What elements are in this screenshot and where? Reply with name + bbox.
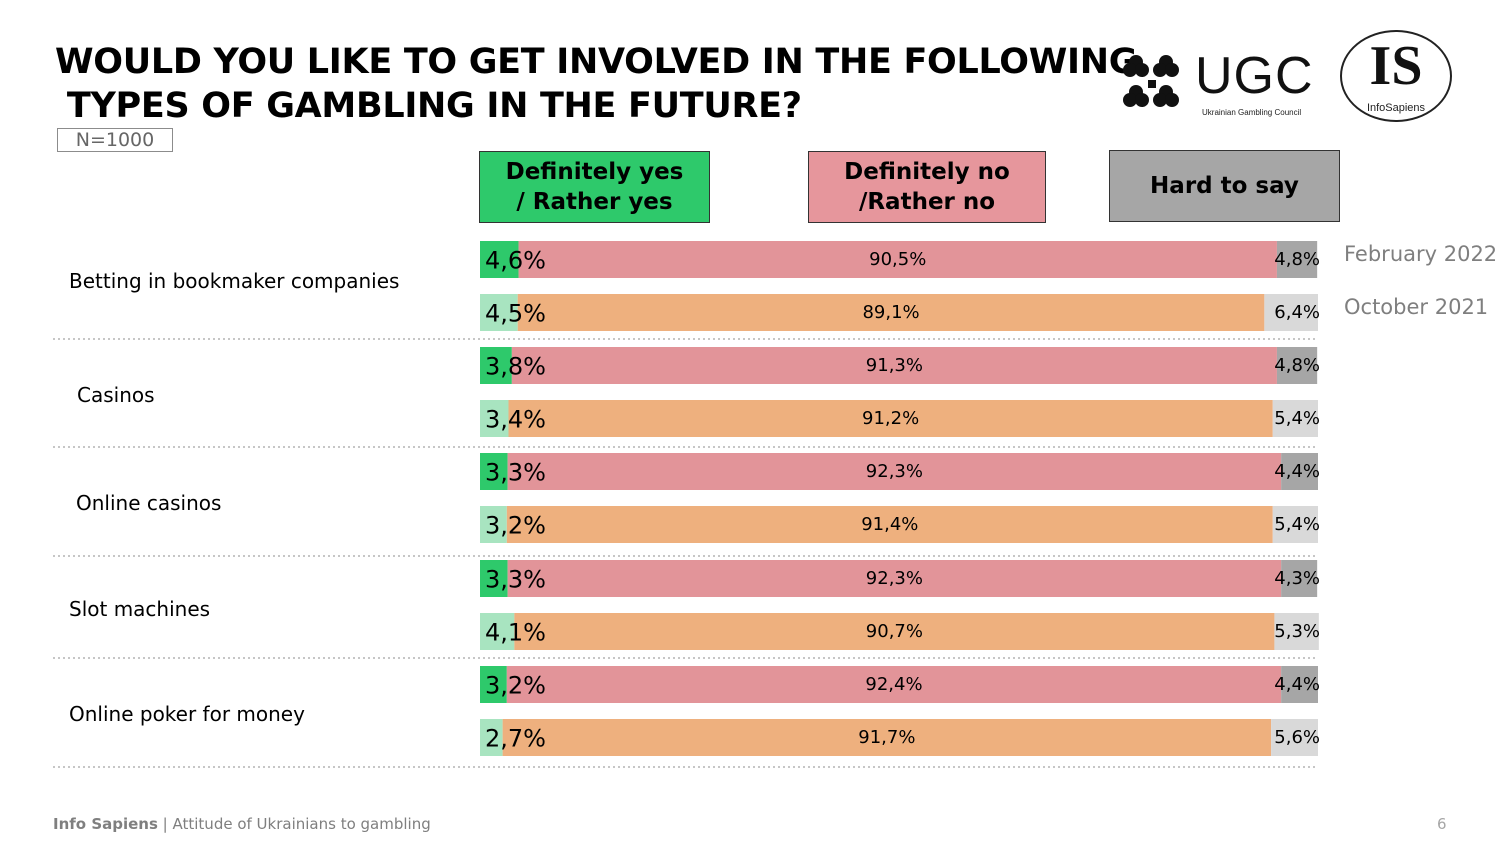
footer-text: Attitude of Ukrainians to gambling	[172, 815, 431, 833]
data-label-no: 90,7%	[866, 621, 923, 642]
bar-hard-to-say	[1271, 719, 1318, 756]
data-label-hard-to-say: 4,4%	[1274, 674, 1320, 695]
category-label: Betting in bookmaker companies	[69, 269, 399, 293]
bar-hard-to-say	[1272, 506, 1318, 543]
data-label-no: 91,7%	[858, 727, 915, 748]
data-label-yes: 3,8%	[485, 353, 546, 381]
data-label-hard-to-say: 5,3%	[1274, 621, 1320, 642]
category-label: Slot machines	[69, 597, 210, 621]
bar-hard-to-say	[1264, 294, 1318, 331]
page-number: 6	[1437, 815, 1447, 833]
data-label-hard-to-say: 5,4%	[1274, 408, 1320, 429]
bar-hard-to-say	[1276, 347, 1318, 384]
bar-yes	[480, 613, 515, 650]
infosapiens-logo: IS InfoSapiens	[1340, 30, 1452, 122]
sample-size-badge: N=1000	[57, 128, 173, 152]
bar-yes	[480, 400, 509, 437]
data-label-yes: 3,2%	[485, 512, 546, 540]
bar-yes	[480, 241, 519, 278]
bar-no	[508, 400, 1273, 437]
bar-no	[502, 719, 1272, 756]
data-label-yes: 3,3%	[485, 566, 546, 594]
data-label-yes: 2,7%	[485, 725, 546, 753]
data-label-no: 92,3%	[866, 461, 923, 482]
legend-yes: Definitely yes / Rather yes	[479, 151, 710, 223]
period-label-feb-2022: February 2022	[1344, 242, 1498, 266]
infosapiens-logo-text: IS	[1369, 35, 1423, 97]
period-label-oct-2021: October 2021	[1344, 295, 1489, 319]
bar-hard-to-say	[1276, 241, 1318, 278]
bar-yes	[480, 294, 518, 331]
data-label-hard-to-say: 4,8%	[1274, 249, 1320, 270]
ugc-logo-subtitle: Ukrainian Gambling Council	[1202, 108, 1302, 117]
bar-no	[517, 294, 1265, 331]
bar-hard-to-say	[1272, 400, 1318, 437]
bar-yes	[480, 506, 507, 543]
data-label-hard-to-say: 4,8%	[1274, 355, 1320, 376]
bar-yes	[480, 347, 512, 384]
bar-no	[518, 241, 1277, 278]
bar-hard-to-say	[1281, 560, 1318, 597]
bar-hard-to-say	[1281, 453, 1318, 490]
page-title: WOULD YOU LIKE TO GET INVOLVED IN THE FO…	[55, 42, 1138, 126]
data-label-yes: 3,2%	[485, 672, 546, 700]
data-label-hard-to-say: 4,4%	[1274, 461, 1320, 482]
bar-hard-to-say	[1274, 613, 1319, 650]
data-label-hard-to-say: 5,4%	[1274, 514, 1320, 535]
category-label: Online casinos	[76, 491, 221, 515]
ugc-logo-text: UGC	[1195, 47, 1314, 105]
bar-no	[511, 347, 1277, 384]
data-label-no: 89,1%	[862, 302, 919, 323]
bar-no	[507, 453, 1282, 490]
bar-no	[506, 506, 1273, 543]
data-label-hard-to-say: 5,6%	[1274, 727, 1320, 748]
data-label-no: 92,3%	[866, 568, 923, 589]
data-label-yes: 4,1%	[485, 619, 546, 647]
legend-no: Definitely no /Rather no	[808, 151, 1046, 223]
data-label-hard-to-say: 4,3%	[1274, 568, 1320, 589]
data-label-yes: 3,3%	[485, 459, 546, 487]
bar-yes	[480, 666, 507, 703]
data-label-no: 91,4%	[861, 514, 918, 535]
footer: Info Sapiens | Attitude of Ukrainians to…	[53, 815, 431, 833]
data-label-hard-to-say: 6,4%	[1274, 302, 1320, 323]
category-label: Online poker for money	[69, 702, 305, 726]
data-label-no: 90,5%	[869, 249, 926, 270]
footer-brand: Info Sapiens	[53, 815, 158, 833]
data-label-no: 92,4%	[865, 674, 922, 695]
category-label: Casinos	[77, 383, 155, 407]
data-label-no: 91,3%	[866, 355, 923, 376]
bar-yes	[480, 453, 508, 490]
bar-yes	[480, 560, 508, 597]
data-label-yes: 4,6%	[485, 247, 546, 275]
bar-hard-to-say	[1281, 666, 1318, 703]
data-label-yes: 4,5%	[485, 300, 546, 328]
bar-yes	[480, 719, 503, 756]
data-label-yes: 3,4%	[485, 406, 546, 434]
bar-no	[506, 666, 1282, 703]
legend-hard-to-say: Hard to say	[1109, 150, 1340, 222]
clover-icon	[1123, 55, 1179, 107]
bar-no	[507, 560, 1282, 597]
infosapiens-logo-subtitle: InfoSapiens	[1366, 102, 1426, 114]
bar-no	[514, 613, 1275, 650]
data-label-no: 91,2%	[862, 408, 919, 429]
footer-separator: |	[157, 815, 173, 833]
